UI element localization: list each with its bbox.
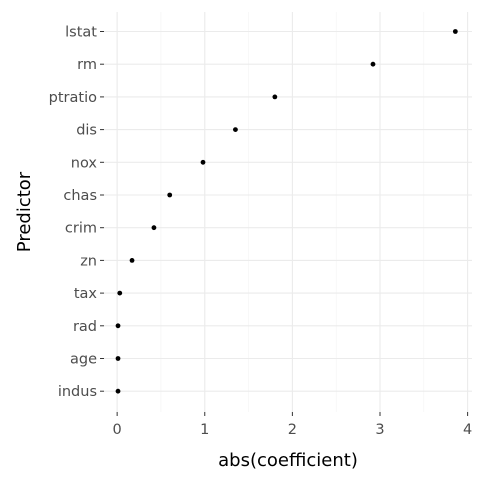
x-tick-label-1: 1 <box>200 422 209 438</box>
data-point-lstat <box>452 29 458 34</box>
y-tick-label-tax: tax <box>74 286 98 302</box>
data-point-zn <box>129 258 135 263</box>
data-point-nox <box>200 159 206 165</box>
x-tick-label-2: 2 <box>288 422 297 438</box>
data-point-dis <box>233 127 238 132</box>
y-tick-label-rad: rad <box>73 319 97 335</box>
y-tick-label-age: age <box>70 352 97 368</box>
y-tick-label-dis: dis <box>76 123 97 139</box>
data-point-ptratio <box>272 94 278 100</box>
x-axis-ticks: 0 1 2 3 4 <box>113 412 472 438</box>
data-point-rm <box>370 61 376 67</box>
data-point-indus <box>115 388 121 394</box>
x-tick-label-0: 0 <box>113 422 122 438</box>
data-point-crim <box>151 225 157 231</box>
y-tick-label-indus: indus <box>58 384 97 400</box>
x-axis-title: abs(coefficient) <box>218 450 358 471</box>
y-tick-label-chas: chas <box>63 188 97 204</box>
data-point-chas <box>167 192 173 198</box>
y-tick-label-crim: crim <box>65 221 97 237</box>
data-points <box>115 29 458 394</box>
y-tick-label-lstat: lstat <box>65 25 97 41</box>
data-point-rad <box>115 323 121 329</box>
y-tick-label-rm: rm <box>77 57 97 73</box>
y-tick-label-ptratio: ptratio <box>49 90 97 106</box>
y-axis-title: Predictor <box>14 171 35 252</box>
y-tick-label-zn: zn <box>80 253 97 269</box>
y-axis-ticks: lstat rm ptratio dis nox chas crim zn tax rad age i… <box>49 25 104 400</box>
x-tick-label-3: 3 <box>375 422 384 438</box>
grid-lines <box>104 12 472 412</box>
y-tick-label-nox: nox <box>71 155 98 171</box>
data-point-tax <box>117 290 123 296</box>
data-point-age <box>115 356 121 361</box>
x-tick-label-4: 4 <box>463 422 472 438</box>
